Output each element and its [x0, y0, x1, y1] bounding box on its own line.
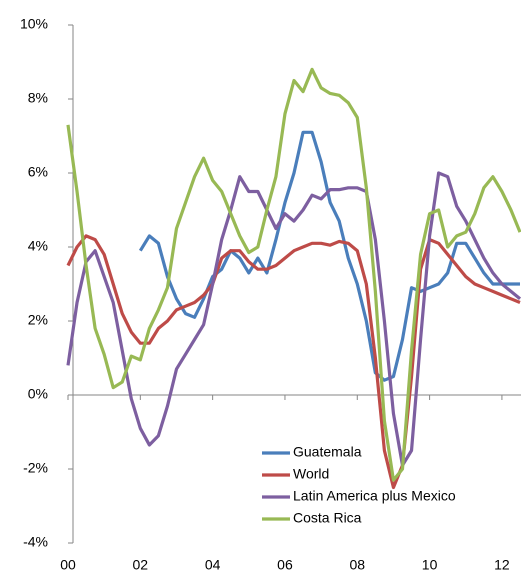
legend-label: Latin America plus Mexico: [293, 488, 456, 504]
y-tick-label: 6%: [28, 164, 48, 180]
x-tick-label: 12: [494, 557, 510, 573]
x-tick-label: 10: [422, 557, 438, 573]
legend-label: Costa Rica: [293, 510, 362, 526]
y-tick-label: -4%: [23, 534, 48, 550]
x-tick-label: 00: [60, 557, 76, 573]
x-tick-label: 04: [205, 557, 221, 573]
series-line: [66, 171, 521, 467]
x-tick-label: 08: [349, 557, 365, 573]
series-line: [66, 234, 521, 490]
x-tick-label: 02: [133, 557, 149, 573]
y-tick-label: 2%: [28, 312, 48, 328]
y-tick-label: 0%: [28, 386, 48, 402]
legend-label: Guatemala: [293, 444, 362, 460]
legend-label: World: [293, 466, 329, 482]
x-tick-label: 06: [277, 557, 293, 573]
y-tick-label: 8%: [28, 90, 48, 106]
y-tick-label: 4%: [28, 238, 48, 254]
series-line: [66, 67, 521, 482]
series-line: [138, 130, 520, 382]
y-tick-label: -2%: [23, 460, 48, 476]
y-tick-label: 10%: [20, 16, 48, 32]
